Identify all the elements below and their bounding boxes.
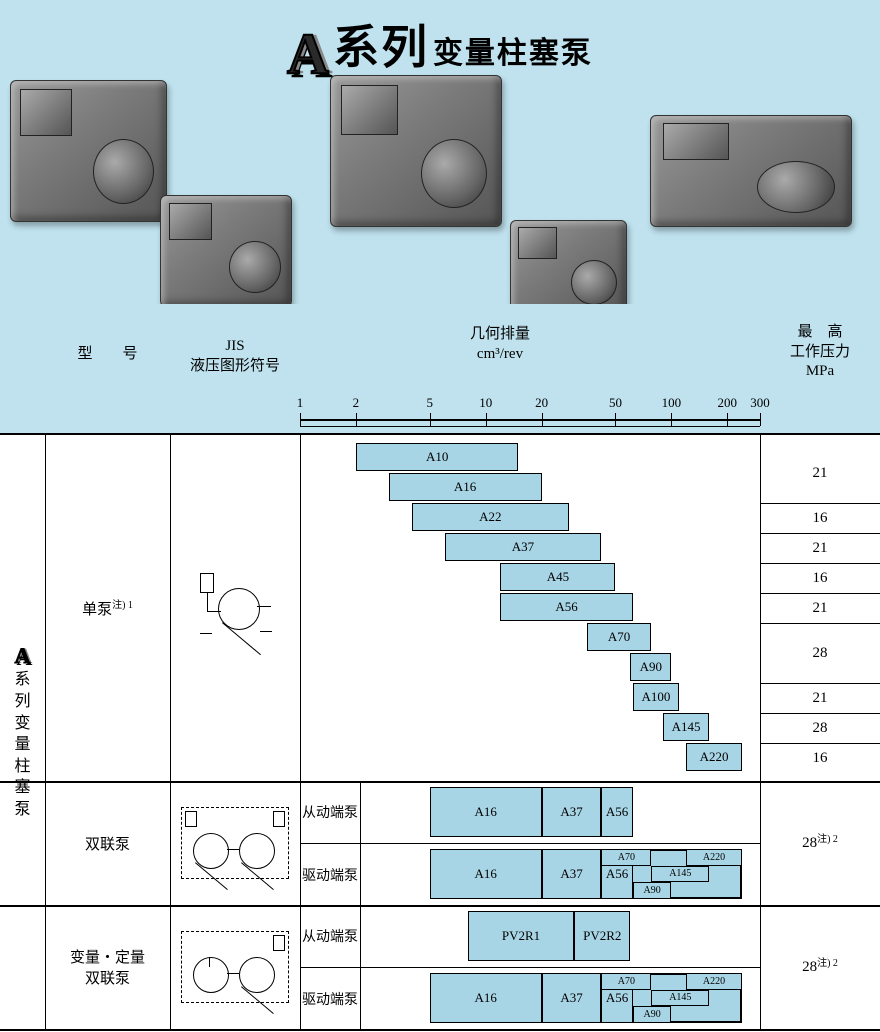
varfixed-schematic (170, 905, 300, 1029)
col-pressure: 最 高 工作压力 MPa (770, 323, 870, 382)
bar: A90 (633, 1006, 672, 1023)
sub-row-label: 从动端泵 (300, 905, 361, 967)
pump-image (510, 220, 627, 317)
tandem-label: 双联泵 (45, 781, 170, 905)
bar: A145 (663, 713, 709, 741)
pressure-value: 21 (760, 533, 880, 563)
bar: A220 (686, 849, 742, 866)
col-model: 型 号 (45, 345, 170, 365)
bar: A37 (542, 787, 602, 837)
single-schematic (170, 435, 300, 781)
bar: A37 (542, 973, 602, 1023)
bar: A220 (686, 973, 742, 990)
pump-image (160, 195, 292, 307)
pressure-value: 21 (760, 683, 880, 713)
hero: A 系列 变量柱塞泵 型 号 JIS 液压图形符号 几何排量 cm³/rev 最… (0, 0, 880, 395)
bar: A16 (389, 473, 542, 501)
title-main: 系列 (333, 22, 429, 73)
header-row: 型 号 JIS 液压图形符号 几何排量 cm³/rev 最 高 工作压力 MPa (0, 304, 880, 395)
section-tandem: 双联泵 从动端泵A16A37A56驱动端泵A16A37A56A70A90A145… (0, 781, 880, 907)
pressure-value: 16 (760, 563, 880, 593)
title-sub: 变量柱塞泵 (433, 37, 593, 70)
sub-row-label: 从动端泵 (300, 781, 361, 843)
pressure-value: 16 (760, 743, 880, 773)
bar: A37 (445, 533, 602, 561)
sub-row-label: 驱动端泵 (300, 967, 361, 1030)
bar: A56 (500, 593, 632, 621)
axis-tick: 100 (662, 395, 682, 411)
single-label: 单泵注) 1 (45, 435, 170, 781)
brand-letter: A (287, 20, 327, 87)
pressure-value: 16 (760, 503, 880, 533)
title: A 系列 变量柱塞泵 (0, 10, 880, 77)
bar: A37 (542, 849, 602, 899)
pressure-value: 28 (760, 713, 880, 743)
bar: A220 (686, 743, 742, 771)
sub-row-label: 驱动端泵 (300, 843, 361, 906)
pump-image (10, 80, 167, 222)
bar: PV2R1 (468, 911, 575, 961)
bar: A22 (412, 503, 569, 531)
pump-image (650, 115, 852, 227)
axis-tick: 2 (353, 395, 360, 411)
bar: A70 (587, 623, 652, 651)
axis-tick: 300 (750, 395, 770, 411)
chart: A 系列变量柱塞泵 单泵注) 1 A10A16A22A37A45 (0, 435, 880, 1029)
bar: A145 (651, 866, 709, 883)
col-displacement: 几何排量 cm³/rev (420, 325, 580, 364)
bar: A70 (601, 849, 651, 866)
section-single: 单泵注) 1 A10A16A22A37A45A56A70A90A100A145A… (0, 435, 880, 783)
pressure-value: 21 (760, 443, 880, 503)
bar: A56 (601, 787, 632, 837)
axis-tick: 10 (479, 395, 492, 411)
pressure-value: 28 (760, 623, 880, 683)
side-label: A 系列变量柱塞泵 (0, 435, 45, 1029)
tandem-schematic (170, 781, 300, 905)
bar: A16 (430, 849, 542, 899)
section-varfixed: 变量・定量双联泵 从动端泵PV2R1PV2R2驱动端泵A16A37A56A70A… (0, 905, 880, 1031)
pressure-value: 21 (760, 593, 880, 623)
bar: A70 (601, 973, 651, 990)
bar: A45 (500, 563, 615, 591)
col-jis: JIS 液压图形符号 (170, 337, 300, 376)
bar: A16 (430, 973, 542, 1023)
axis-tick: 1 (297, 395, 304, 411)
axis-tick: 50 (609, 395, 622, 411)
bar: A90 (633, 882, 672, 899)
bar: PV2R2 (574, 911, 630, 961)
pressure-value: 28注) 2 (760, 905, 880, 1029)
bar: A145 (651, 990, 709, 1007)
bar: A100 (633, 683, 679, 711)
pump-image (330, 75, 502, 227)
bar: A90 (630, 653, 671, 681)
axis-tick: 200 (718, 395, 738, 411)
pressure-value: 28注) 2 (760, 781, 880, 905)
bar: A16 (430, 787, 542, 837)
axis: 1 2 5 10 20 50 100 200 300 (0, 395, 880, 435)
varfixed-label: 变量・定量双联泵 (45, 905, 170, 1029)
bar: A10 (356, 443, 518, 471)
axis-tick: 20 (535, 395, 548, 411)
axis-tick: 5 (427, 395, 434, 411)
